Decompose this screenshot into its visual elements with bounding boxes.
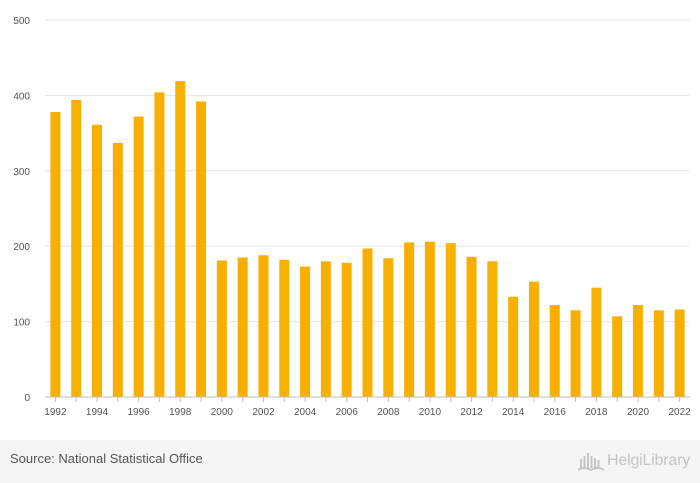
y-tick-labels: 0 100 200 300 400 500 bbox=[13, 16, 30, 404]
x-tick-label: 2006 bbox=[336, 407, 359, 418]
brand-logo: HelgiLibrary bbox=[578, 448, 690, 474]
bar bbox=[487, 261, 498, 397]
bar bbox=[133, 116, 144, 398]
bar bbox=[175, 81, 186, 397]
bar bbox=[258, 255, 269, 397]
y-tick-label: 200 bbox=[13, 242, 30, 253]
bar bbox=[341, 262, 352, 397]
library-icon bbox=[578, 453, 605, 471]
bar bbox=[71, 99, 82, 397]
x-tick-label: 2004 bbox=[294, 407, 317, 418]
x-tick-label: 2002 bbox=[252, 407, 275, 418]
bar bbox=[216, 260, 227, 397]
x-axis bbox=[45, 396, 690, 402]
x-tick-label: 2022 bbox=[668, 407, 691, 418]
bar bbox=[362, 248, 373, 397]
bar bbox=[508, 296, 519, 397]
source-note: Source: National Statistical Office bbox=[10, 451, 203, 466]
bar bbox=[383, 258, 394, 397]
y-tick-label: 300 bbox=[13, 167, 30, 178]
x-tick-label: 2018 bbox=[585, 407, 608, 418]
bar bbox=[92, 124, 103, 397]
bar bbox=[50, 111, 61, 397]
x-tick-label: 2020 bbox=[627, 407, 650, 418]
x-tick-label: 2008 bbox=[377, 407, 400, 418]
bar bbox=[570, 310, 581, 397]
bar bbox=[612, 316, 623, 397]
y-tick-label: 400 bbox=[13, 91, 30, 102]
footer: Source: National Statistical Office Helg… bbox=[0, 440, 700, 483]
x-tick-label: 2016 bbox=[544, 407, 567, 418]
y-tick-label: 500 bbox=[13, 16, 30, 27]
bar bbox=[300, 266, 311, 397]
gridlines bbox=[45, 19, 690, 323]
bar bbox=[112, 142, 123, 397]
bar bbox=[237, 257, 248, 397]
x-tick-label: 1998 bbox=[169, 407, 192, 418]
bar bbox=[591, 287, 602, 397]
chart-area: 0 100 200 300 400 500 1992 1994 1996 1998 2000 200… bbox=[13, 16, 691, 418]
bar bbox=[549, 305, 560, 397]
bar bbox=[320, 261, 331, 397]
x-tick-label: 2000 bbox=[211, 407, 234, 418]
y-tick-label: 100 bbox=[13, 318, 30, 329]
bar bbox=[528, 281, 539, 397]
x-tick-label: 1994 bbox=[86, 407, 109, 418]
bar bbox=[196, 101, 207, 397]
x-tick-label: 1992 bbox=[44, 407, 67, 418]
x-tick-label: 1996 bbox=[128, 407, 151, 418]
bar bbox=[445, 243, 456, 397]
bars bbox=[50, 81, 685, 398]
x-tick-labels: 1992 1994 1996 1998 2000 2002 2004 2006 2008 2010… bbox=[44, 407, 691, 418]
bar-chart: 0 100 200 300 400 500 1992 1994 1996 1998 2000 200… bbox=[13, 16, 691, 418]
bar bbox=[279, 259, 290, 397]
bar bbox=[674, 309, 685, 397]
y-tick-label: 0 bbox=[24, 393, 30, 404]
bar bbox=[653, 310, 664, 397]
bar bbox=[632, 305, 643, 397]
bar bbox=[466, 256, 477, 397]
bar bbox=[154, 92, 165, 397]
x-tick-label: 2012 bbox=[460, 407, 483, 418]
bar bbox=[404, 242, 415, 397]
bar bbox=[424, 241, 435, 397]
x-tick-label: 2014 bbox=[502, 407, 525, 418]
brand-name: HelgiLibrary bbox=[607, 452, 690, 469]
x-tick-label: 2010 bbox=[419, 407, 442, 418]
